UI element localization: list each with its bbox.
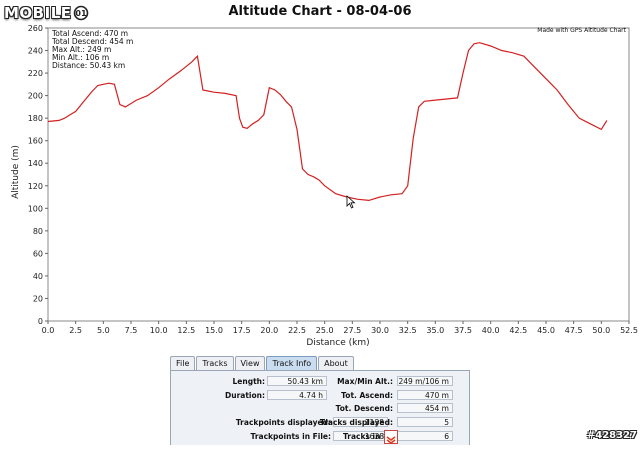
x-tick-label: 45.0 (537, 326, 555, 335)
x-tick-label: 25.0 (316, 326, 334, 335)
chart-title: Altitude Chart - 08-04-06 (228, 4, 411, 19)
x-tick-label: 52.5 (620, 326, 638, 335)
y-tick-label: 0 (38, 317, 43, 326)
x-tick-label: 27.5 (343, 326, 361, 335)
tracks-displayed-label: Tracks displayed: (319, 418, 393, 427)
x-tick-label: 15.0 (205, 326, 223, 335)
tot-ascend-label: Tot. Ascend: (341, 391, 393, 400)
tab-tracks[interactable]: Tracks (196, 356, 234, 370)
trackpoints-displayed-label: Trackpoints displayed: (235, 418, 331, 427)
length-label: Length: (232, 377, 266, 386)
altitude-chart: Altitude Chart - 08-04-06 0 20 40 60 80 100 12… (11, 4, 638, 348)
y-tick-label: 160 (28, 137, 43, 146)
x-tick-label: 0.0 (42, 326, 55, 335)
y-axis: 0 20 40 60 80 100 120 140 160 180 200 220 240 260 (28, 24, 48, 326)
x-tick-label: 2.5 (69, 326, 82, 335)
x-tick-label: 10.0 (150, 326, 168, 335)
x-tick-label: 20.0 (260, 326, 278, 335)
tracks-displayed-value: 5 (397, 417, 453, 427)
maxmin-value: 249 m/106 m (397, 376, 453, 386)
tab-bar: File Tracks View Track Info About (170, 356, 355, 371)
logo-text: MOBILE (4, 4, 72, 22)
x-tick-label: 35.0 (426, 326, 444, 335)
y-tick-label: 20 (33, 294, 43, 303)
tracks-file-label: Tracks in F (343, 432, 389, 441)
tot-descend-label: Tot. Descend: (335, 404, 393, 413)
plot-area (47, 27, 630, 322)
y-axis-label: Altitude (m) (11, 145, 21, 199)
x-tick-label: 17.5 (233, 326, 251, 335)
credit-text: Made with GPS Altitude Chart (537, 27, 626, 34)
y-tick-label: 200 (28, 92, 43, 101)
x-axis: 0.0 2.5 5.0 7.5 10.0 12.5 15.0 17.5 20.0 22.5 25.0… (42, 321, 638, 335)
tracks-file-value: 6 (397, 431, 453, 441)
mouse-cursor-icon (346, 195, 356, 209)
maxmin-label: Max/Min Alt.: (337, 377, 393, 386)
stats-line: Total Descend: 454 m (51, 37, 133, 46)
x-tick-label: 50.0 (592, 326, 610, 335)
y-tick-label: 140 (28, 159, 43, 168)
tab-file[interactable]: File (170, 356, 196, 370)
x-tick-label: 12.5 (177, 326, 195, 335)
x-tick-label: 32.5 (399, 326, 417, 335)
x-axis-label: Distance (km) (306, 338, 369, 348)
y-tick-label: 100 (28, 204, 43, 213)
stats-line: Min Alt.: 106 m (52, 53, 109, 62)
watermark: #428327 (586, 430, 637, 441)
mobile01-logo-icon: 01 (73, 5, 88, 21)
x-tick-label: 5.0 (97, 326, 110, 335)
y-tick-label: 220 (28, 69, 43, 78)
trackpoints-file-label: Trackpoints in File: (250, 432, 331, 441)
altitude-line (47, 42, 608, 202)
svg-text:01: 01 (75, 9, 87, 18)
y-tick-label: 60 (33, 249, 43, 258)
trackpoints-displayed-value: 1138 (333, 417, 388, 427)
track-info-body: Length: 50.43 km Duration: 4.74 h Trackp… (170, 370, 470, 445)
duration-label: Duration: (225, 391, 265, 400)
tot-descend-value: 454 m (397, 403, 453, 413)
logo: MOBILE 01 (4, 3, 89, 23)
tab-about[interactable]: About (318, 356, 354, 370)
length-value: 50.43 km (267, 376, 327, 386)
forum-icon (384, 430, 398, 444)
x-tick-label: 30.0 (371, 326, 389, 335)
stats-line: Max Alt.: 249 m (52, 45, 111, 54)
y-tick-label: 260 (28, 24, 43, 33)
x-tick-label: 42.5 (509, 326, 527, 335)
stats-line: Total Ascend: 470 m (51, 29, 128, 38)
duration-value: 4.74 h (267, 390, 327, 400)
x-tick-label: 37.5 (454, 326, 472, 335)
y-tick-label: 240 (28, 47, 43, 56)
x-tick-label: 22.5 (288, 326, 306, 335)
stats-line: Distance: 50.43 km (52, 61, 125, 70)
x-tick-label: 40.0 (482, 326, 500, 335)
x-tick-label: 47.5 (565, 326, 583, 335)
tab-view[interactable]: View (234, 356, 266, 370)
y-tick-label: 180 (28, 114, 43, 123)
x-tick-label: 7.5 (125, 326, 138, 335)
tot-ascend-value: 470 m (397, 390, 453, 400)
info-panel: File Tracks View Track Info About Length… (170, 356, 470, 445)
y-tick-label: 40 (33, 272, 43, 281)
y-tick-label: 80 (33, 227, 43, 236)
tab-track-info[interactable]: Track Info (266, 356, 318, 370)
y-tick-label: 120 (28, 182, 43, 191)
